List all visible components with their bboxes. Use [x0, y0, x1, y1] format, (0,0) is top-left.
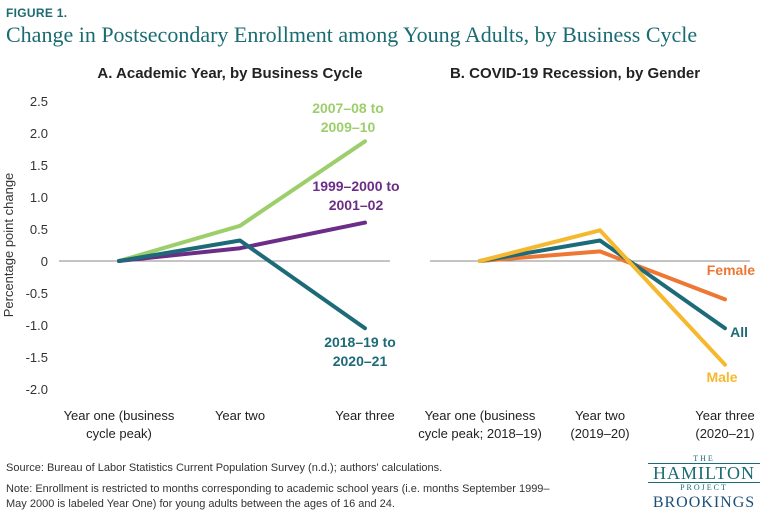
series-point	[238, 239, 242, 242]
y-tick-label: -1.0	[26, 318, 48, 333]
series-point	[478, 259, 482, 263]
x-category-label: Year three	[335, 408, 395, 423]
series-label: 1999–2000 to	[312, 178, 399, 194]
x-category-label: Year two	[575, 408, 625, 423]
x-category-label: Year two	[215, 408, 265, 423]
series-point	[723, 326, 727, 330]
x-category-label: (2019–20)	[570, 426, 629, 441]
series-point	[238, 224, 242, 228]
footnote: Note: Enrollment is restricted to months…	[6, 482, 606, 512]
series-label: 2001–02	[329, 197, 384, 213]
x-category-label: (2020–21)	[695, 426, 754, 441]
series-point	[598, 249, 602, 253]
y-tick-label: 2.0	[30, 126, 48, 141]
series-label: 2007–08 to	[312, 100, 384, 116]
y-tick-label: -0.5	[26, 286, 48, 301]
y-tick-label: -2.0	[26, 382, 48, 397]
y-tick-label: -1.5	[26, 350, 48, 365]
x-category-label: Year three	[695, 408, 755, 423]
series-label: 2009–10	[321, 119, 376, 135]
series-point	[598, 228, 602, 232]
series-line-2-1	[478, 249, 727, 302]
series-point	[363, 139, 367, 143]
series-label: 2018–19 to	[324, 334, 396, 350]
figure-title: Change in Postsecondary Enrollment among…	[6, 22, 698, 47]
series-label: Male	[706, 369, 737, 385]
series-point	[723, 363, 727, 367]
x-category-label: Year one (business	[425, 408, 536, 423]
logo-project: PROJECT	[680, 483, 728, 492]
source-note: Source: Bureau of Labor Statistics Curre…	[6, 462, 443, 474]
x-category-label: cycle peak; 2018–19)	[418, 426, 542, 441]
logo-the: THE	[693, 454, 715, 463]
series-point	[598, 239, 602, 242]
chart-canvas: A. Academic Year, by Business Cycle 2.5 2.…	[1, 65, 755, 441]
y-tick-label: 0	[41, 254, 48, 269]
series-label: All	[730, 324, 748, 340]
y-axis-label: Percentage point change	[1, 173, 16, 318]
y-tick-label: 0.5	[30, 222, 48, 237]
series-label: 2020–21	[333, 353, 388, 369]
logo-brookings: BROOKINGS	[652, 494, 756, 511]
y-tick-label: 1.5	[30, 158, 48, 173]
footnote-line-1: Note: Enrollment is restricted to months…	[6, 483, 550, 495]
figure-label: FIGURE 1.	[6, 6, 68, 20]
hamilton-brookings-logo: THE HAMILTON PROJECT BROOKINGS	[648, 454, 760, 513]
y-tick-label: 2.5	[30, 94, 48, 109]
y-tick-label: 1.0	[30, 190, 48, 205]
series-point	[117, 259, 121, 263]
series-point	[363, 221, 367, 225]
panel-title-1: A. Academic Year, by Business Cycle	[97, 65, 362, 82]
logo-hamilton: HAMILTON	[648, 463, 760, 483]
series-point	[363, 326, 367, 330]
panel-title-2: B. COVID-19 Recession, by Gender	[450, 65, 700, 82]
series-point	[723, 297, 727, 301]
series-line-1-3	[117, 238, 367, 331]
x-category-label: cycle peak)	[86, 426, 152, 441]
series-point	[238, 246, 242, 250]
series-label: Female	[707, 262, 755, 278]
x-category-label: Year one (business	[64, 408, 175, 423]
footnote-line-2: May 2000 is labeled Year One) for young …	[6, 498, 395, 510]
